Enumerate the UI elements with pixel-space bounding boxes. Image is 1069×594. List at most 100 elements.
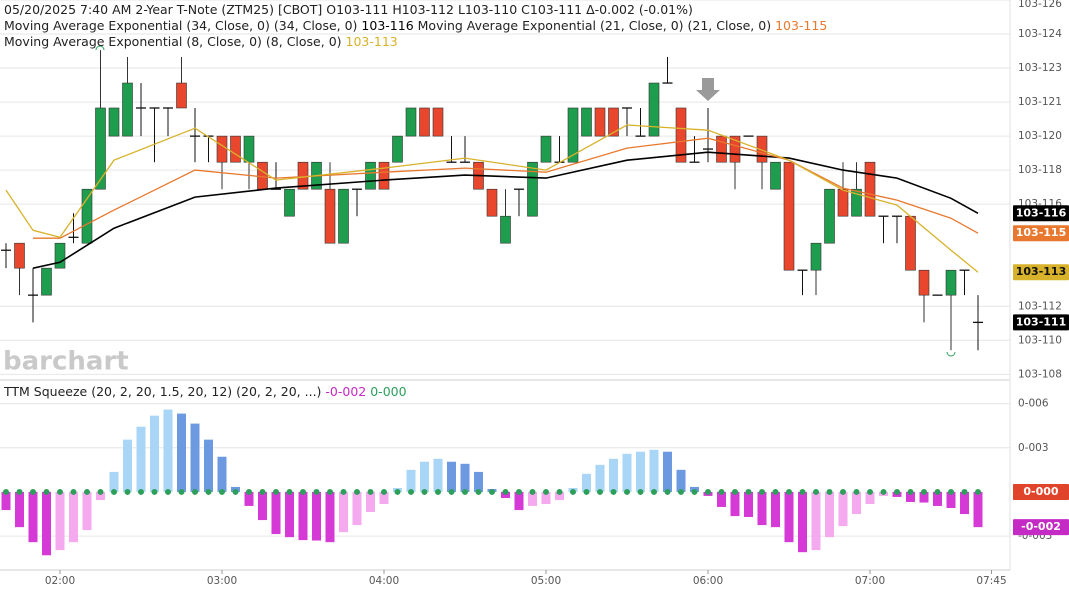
- histogram-bar: [95, 491, 105, 501]
- x-tick-label: 04:00: [369, 575, 399, 587]
- squeeze-dot: [434, 488, 441, 495]
- histogram-bar: [352, 491, 362, 526]
- histogram-bar: [757, 491, 767, 526]
- x-tick-label: 03:00: [207, 575, 237, 587]
- histogram-bar: [609, 458, 619, 492]
- squeeze-dot: [515, 488, 522, 495]
- candle-body: [338, 188, 349, 244]
- squeeze-dot: [813, 488, 820, 495]
- squeeze-dot: [907, 488, 914, 495]
- low-marker: [946, 351, 956, 357]
- candle-body: [176, 82, 187, 109]
- squeeze-dot: [286, 488, 293, 495]
- y-tick-label: 103-124: [1018, 28, 1062, 40]
- open-label: O103-111: [326, 2, 388, 17]
- histogram-bar: [784, 491, 794, 543]
- squeeze-dot: [637, 488, 644, 495]
- candle-body: [81, 188, 93, 244]
- histogram-bar: [906, 491, 916, 502]
- squeeze-dot: [313, 488, 320, 495]
- price-badge: [1013, 205, 1069, 222]
- squeeze-dot: [367, 488, 374, 495]
- legend-value: 103-113: [346, 34, 398, 49]
- squeeze-dot: [43, 488, 50, 495]
- histogram-bar: [244, 491, 254, 506]
- histogram-bar: [217, 456, 227, 492]
- squeeze-dot: [232, 488, 239, 495]
- y-tick-label: 103-121: [1018, 96, 1062, 108]
- ema-line: [33, 137, 979, 239]
- squeeze-dot: [272, 488, 279, 495]
- candle-body: [432, 107, 444, 137]
- squeeze-dot: [705, 488, 712, 495]
- histogram-bar: [663, 451, 673, 492]
- histogram-bar: [55, 491, 65, 551]
- legend-value: 103-116: [361, 18, 413, 33]
- y-tick-label: 103-126: [1018, 0, 1062, 10]
- histogram-bar: [284, 491, 294, 538]
- high-marker: [95, 45, 105, 51]
- candle-body: [14, 242, 25, 269]
- histogram-bar: [636, 451, 646, 492]
- instrument: 05/20/2025 7:40 AM 2-Year T-Note (ZTM25)…: [4, 2, 322, 17]
- histogram-bar: [298, 491, 308, 541]
- candle-body: [770, 161, 781, 190]
- histogram-bar: [527, 491, 537, 506]
- candle-body: [243, 135, 255, 163]
- squeeze-dot: [394, 488, 401, 495]
- candle-body: [500, 215, 511, 244]
- squeeze-dot: [961, 488, 968, 495]
- squeeze-dot: [16, 488, 23, 495]
- histogram-bar: [919, 491, 929, 503]
- candle-body: [675, 107, 687, 163]
- squeeze-dot: [353, 488, 360, 495]
- histogram-bar: [338, 491, 348, 533]
- price-badge: [1013, 314, 1069, 331]
- price-badge: [1013, 225, 1069, 242]
- histogram-bar: [865, 491, 875, 505]
- histogram-bar: [730, 491, 740, 517]
- header-line: 05/20/2025 7:40 AM 2-Year T-Note (ZTM25)…: [4, 2, 693, 17]
- candle-body: [378, 161, 390, 190]
- histogram-bar: [838, 491, 848, 527]
- candle-body: [594, 107, 606, 137]
- candle-body: [122, 82, 133, 137]
- squeeze-dot: [826, 488, 833, 495]
- candle-body: [810, 242, 822, 271]
- histogram-bar: [257, 491, 267, 521]
- squeeze-dot: [380, 488, 387, 495]
- squeeze-dot: [448, 488, 455, 495]
- squeeze-dot: [218, 488, 225, 495]
- squeeze-dot: [948, 488, 955, 495]
- squeeze-dot: [664, 488, 671, 495]
- squeeze-dot: [610, 488, 617, 495]
- legend-name: Moving Average Exponential (21, Close, 0…: [418, 18, 684, 33]
- histogram-bar: [406, 469, 416, 492]
- histogram-bar: [460, 463, 470, 492]
- histogram-bar: [14, 491, 24, 528]
- histogram-bar: [379, 491, 389, 505]
- squeeze-dot: [2, 488, 9, 495]
- candle-body: [729, 135, 741, 163]
- squeeze-dot: [461, 488, 468, 495]
- histogram-bar: [582, 473, 592, 492]
- candle-body: [405, 107, 417, 137]
- candle-body: [41, 267, 52, 296]
- histogram-bar: [163, 409, 173, 492]
- histogram-bar: [500, 491, 510, 498]
- candle-body: [527, 161, 538, 217]
- candle-body: [230, 135, 241, 163]
- candle-body: [108, 107, 120, 137]
- ema-line: [5, 124, 979, 273]
- candle-body: [581, 107, 592, 137]
- histogram-bar: [203, 439, 213, 492]
- squeeze-dot: [853, 488, 860, 495]
- squeeze-dot: [570, 488, 577, 495]
- price-badge-label: 103-111: [1016, 315, 1067, 328]
- candle-body: [864, 161, 876, 217]
- squeeze-dot: [137, 488, 144, 495]
- histogram-bar: [973, 491, 983, 528]
- squeeze-dot: [921, 488, 928, 495]
- squeeze-dot: [934, 488, 941, 495]
- histogram-bar: [149, 415, 159, 492]
